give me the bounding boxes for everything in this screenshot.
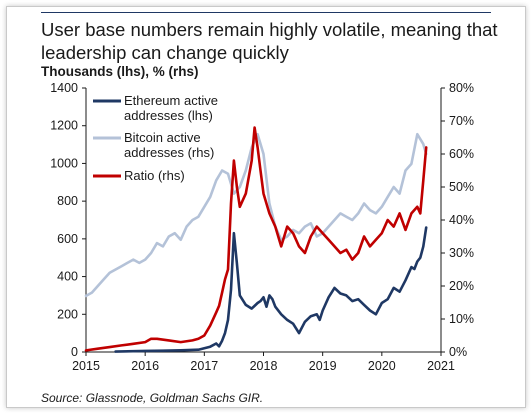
right-tick-label: 60% [449,147,474,161]
legend-label: Bitcoin active addresses (rhs) [124,130,214,160]
left-tick-label: 0 [71,345,78,359]
x-tick-label: 2019 [309,359,337,373]
x-tick-label: 2016 [131,359,159,373]
left-tick-label: 200 [57,307,78,321]
left-tick-label: 400 [57,270,78,284]
right-tick-label: 70% [449,114,474,128]
legend-label-line: Bitcoin active [124,130,201,145]
bitcoin-series-line [84,132,428,298]
chart-source: Source: Glassnode, Goldman Sachs GIR. [41,391,264,405]
legend: Ethereum active addresses (lhs) Bitcoin ac… [93,93,218,183]
left-tick-label: 1000 [50,156,78,170]
right-tick-label: 80% [449,81,474,95]
right-tick-label: 20% [449,279,474,293]
legend-label-line: Ratio (rhs) [124,168,185,183]
header-rule [41,12,491,13]
right-tick-label: 0% [449,345,467,359]
chart-frame: User base numbers remain highly volatile… [6,6,526,408]
legend-label-line: addresses (lhs) [124,108,213,123]
legend-label-line: Ethereum active [124,93,218,108]
left-tick-label: 800 [57,194,78,208]
right-tick-label: 40% [449,213,474,227]
ratio-series-line [84,126,428,352]
right-tick-label: 10% [449,312,474,326]
chart-subtitle: Thousands (lhs), % (rhs) [41,64,199,79]
left-tick-label: 1200 [50,119,78,133]
left-tick-label: 1400 [50,81,78,95]
right-tick-label: 50% [449,180,474,194]
legend-label: Ratio (rhs) [124,168,185,183]
ethereum-series-line [114,226,428,353]
series-lines [84,126,428,353]
chart-title: User base numbers remain highly volatile… [41,19,498,63]
axes: 0 200 400 600 800 1000 1200 1400 0% 10% 20% 30% 40% 5… [50,81,474,373]
x-tick-label: 2017 [190,359,218,373]
legend-label-line: addresses (rhs) [124,145,214,160]
x-tick-label: 2015 [72,359,100,373]
x-tick-label: 2018 [250,359,278,373]
x-tick-label: 2021 [427,359,455,373]
right-tick-label: 30% [449,246,474,260]
x-tick-label: 2020 [368,359,396,373]
left-tick-label: 600 [57,232,78,246]
legend-label: Ethereum active addresses (lhs) [124,93,218,123]
